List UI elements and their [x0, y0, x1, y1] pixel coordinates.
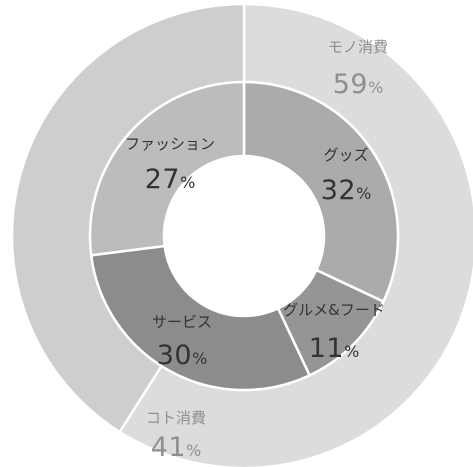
inner-slice-3-percent-sign: % [180, 173, 195, 192]
outer-slice-1-value: 41% [151, 432, 202, 463]
outer-ring [10, 2, 473, 467]
inner-slice-1-percent-sign: % [344, 342, 359, 361]
inner-slice-2-value: 30% [157, 340, 208, 371]
outer-slice-1-percent-sign: % [186, 441, 201, 460]
inner-slice-3 [88, 80, 246, 257]
outer-slice-0-label: モノ消費 [328, 38, 388, 56]
inner-slice-1-value: 11% [309, 333, 360, 364]
inner-slice-2-percent-sign: % [192, 349, 207, 368]
inner-slice-2 [89, 244, 312, 392]
inner-slice-0-label: グッズ [323, 146, 368, 164]
inner-slice-3-label: ファッション [125, 135, 215, 153]
inner-slice-0-percent-sign: % [356, 184, 371, 203]
inner-slice-1-label: グルメ&フード [283, 301, 385, 319]
inner-ring [88, 80, 400, 392]
outer-slice-1-label: コト消費 [146, 409, 206, 427]
inner-slice-0 [242, 80, 400, 304]
inner-slice-2-label: サービス [152, 313, 212, 331]
outer-slice-0-percent-sign: % [368, 78, 383, 97]
